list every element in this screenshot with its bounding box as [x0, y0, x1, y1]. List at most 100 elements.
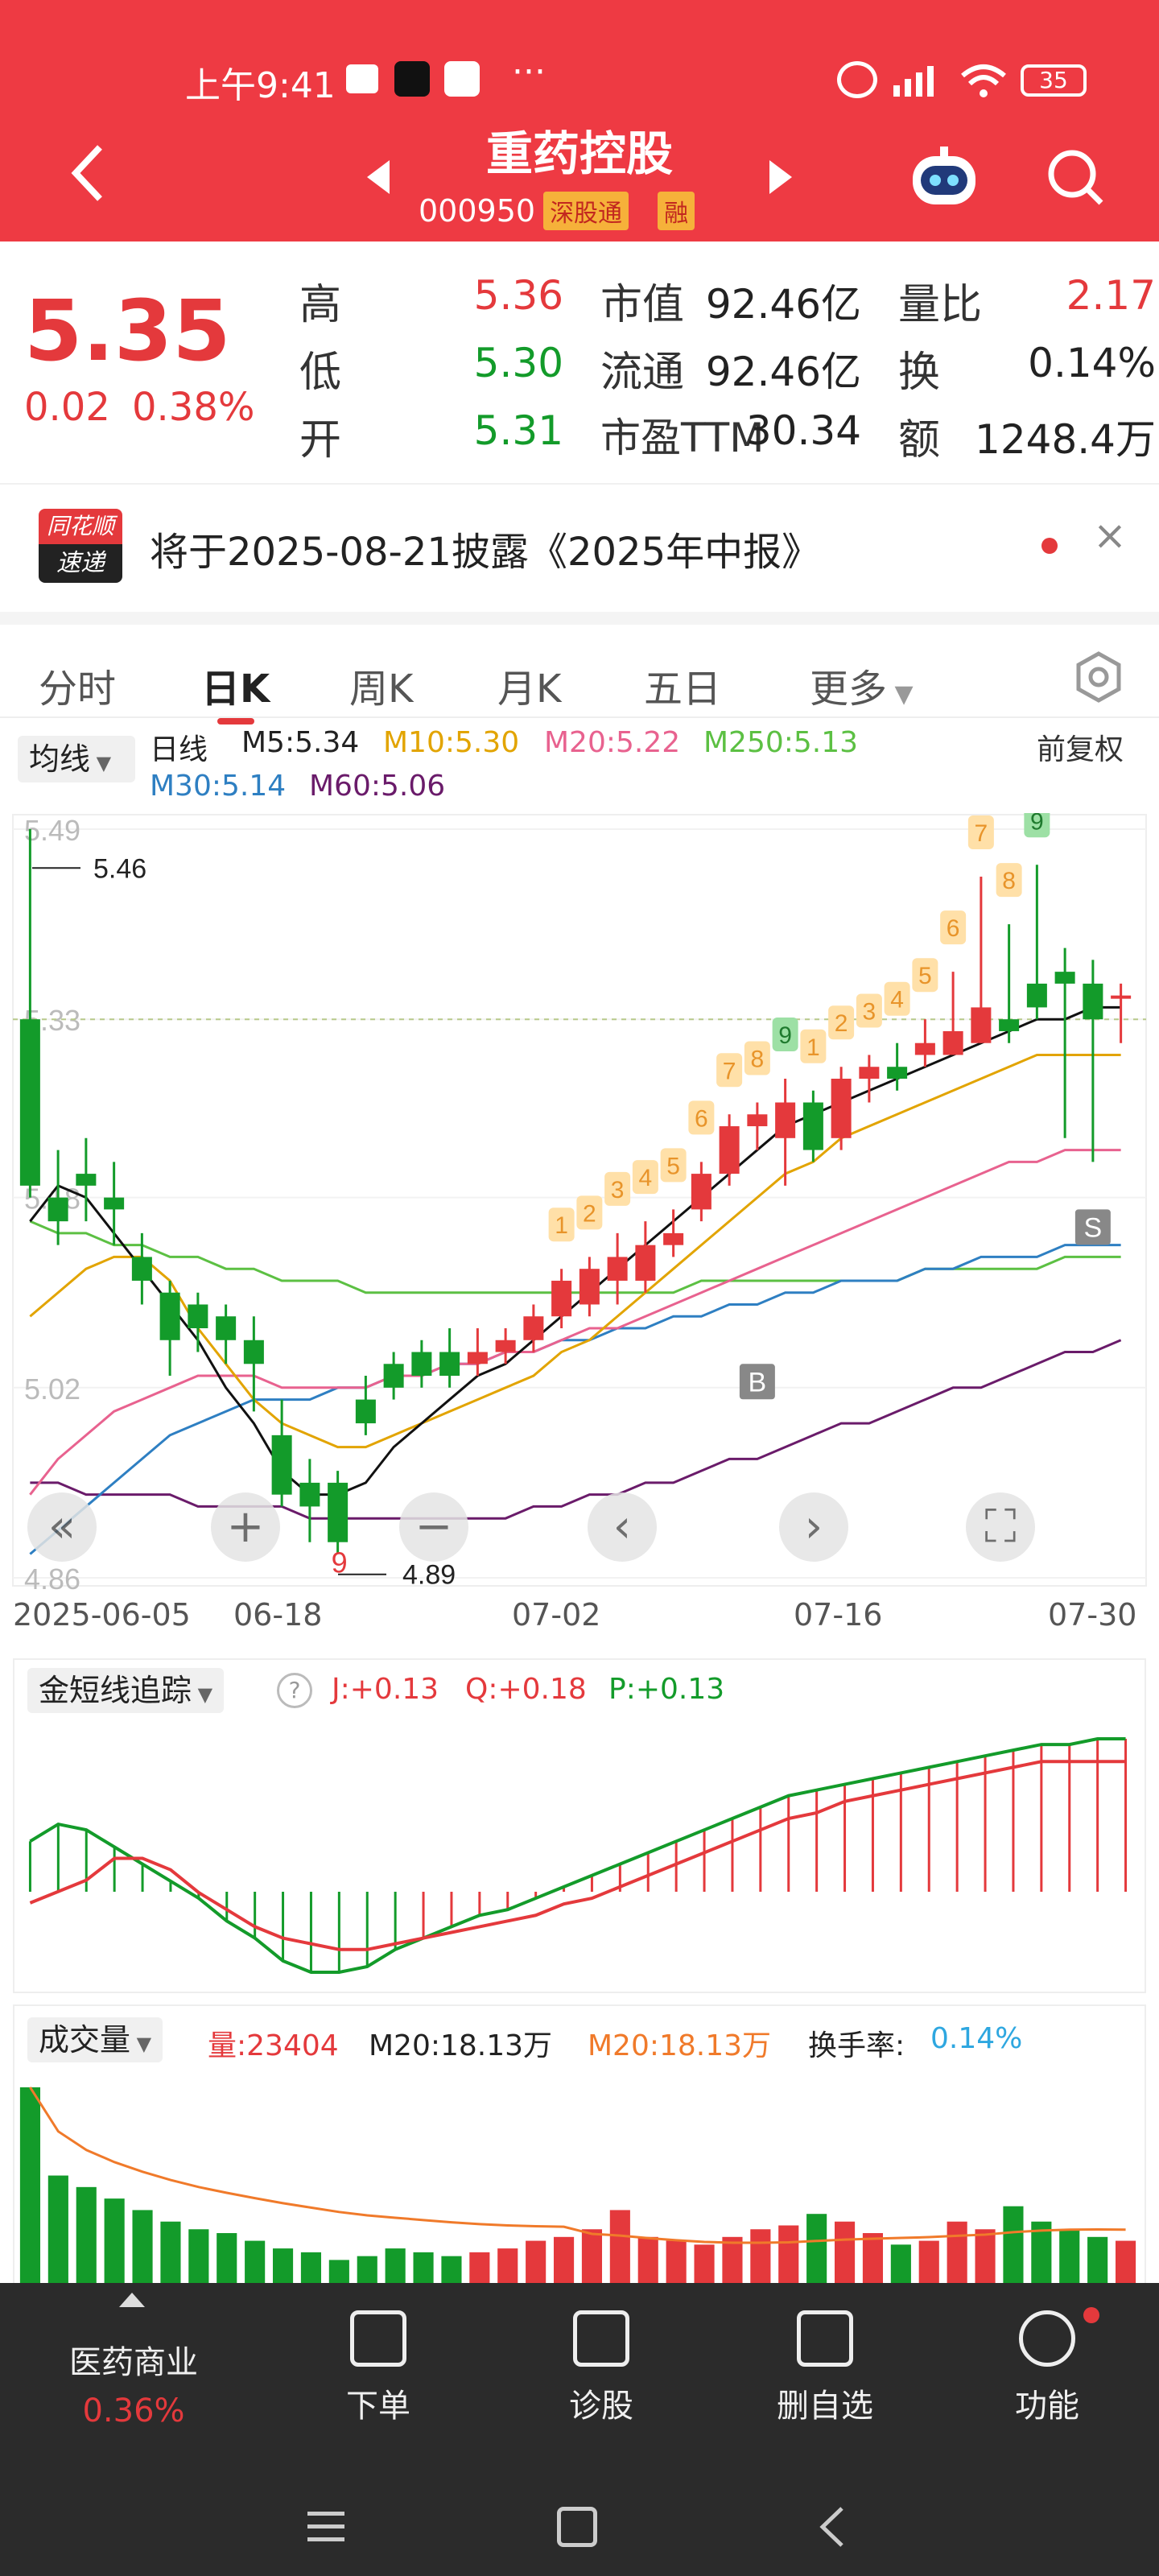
candle-body — [663, 1232, 684, 1245]
next-stock-icon[interactable] — [765, 157, 797, 197]
td-count-box — [884, 981, 910, 1016]
candle-body — [914, 1042, 935, 1055]
battery-level: 35 — [1039, 67, 1068, 93]
gold-indicator-select[interactable]: 金短线追踪 ▼ — [27, 1668, 225, 1713]
vol-ratio-label: 量比 — [898, 281, 983, 329]
td-count-box — [688, 1100, 715, 1135]
volume-bar — [76, 2186, 97, 2283]
buy-signal-text: B — [749, 1367, 767, 1397]
sell-signal-box — [1074, 1209, 1111, 1245]
candle-body — [76, 1174, 97, 1186]
gold-line-q — [29, 1760, 1126, 1951]
game-notification-icon — [444, 61, 480, 97]
candle-body — [495, 1340, 516, 1352]
adjust-button[interactable]: 前复权 — [1037, 733, 1124, 766]
order-icon — [350, 2310, 406, 2367]
kline-chart[interactable]: 5.495.335.185.024.861234567891234567895.… — [0, 813, 1159, 1618]
news-banner[interactable]: 同花顺 速递 将于2025-08-21披露《2025年中报》 × — [0, 483, 1159, 605]
home-icon[interactable] — [557, 2507, 597, 2547]
candle-body — [19, 1019, 40, 1186]
candle-body — [299, 1482, 320, 1507]
search-icon[interactable] — [1043, 145, 1107, 209]
candle-body — [691, 1174, 711, 1210]
td-count-label: 5 — [912, 958, 938, 993]
function-icon — [1019, 2310, 1075, 2367]
order-button[interactable]: 下单 — [346, 2388, 410, 2425]
vol-ratio-value: 2.17 — [1066, 272, 1156, 319]
ma30-legend: M30:5.14 — [150, 770, 287, 803]
volume-bar — [132, 2210, 153, 2283]
volume-bar — [413, 2252, 434, 2283]
scroll-right-button[interactable]: › — [779, 1492, 848, 1562]
tab-daily[interactable]: 日K — [201, 667, 270, 712]
td-count-label: 6 — [688, 1100, 715, 1135]
td-count-box — [772, 1018, 798, 1051]
close-icon[interactable]: × — [1093, 512, 1127, 559]
tab-weekly[interactable]: 周K — [349, 667, 414, 712]
zoom-in-button[interactable]: + — [211, 1492, 280, 1562]
td-count-box — [996, 863, 1022, 898]
amount-label: 额 — [898, 416, 941, 464]
tab-five-day[interactable]: 五日 — [644, 667, 722, 712]
volume-bar — [526, 2240, 547, 2283]
gold-p-value: P:+0.13 — [608, 1673, 725, 1706]
help-icon[interactable]: ? — [277, 1673, 312, 1708]
news-logo-top: 同花顺 — [39, 509, 122, 544]
td-count-box — [604, 1171, 631, 1206]
fullscreen-button[interactable]: ⛶ — [966, 1492, 1035, 1562]
settings-icon[interactable] — [1070, 649, 1127, 705]
volume-bar — [1087, 2236, 1108, 2283]
volume-bar — [553, 2236, 575, 2283]
volume-bar — [637, 2236, 658, 2283]
candle-body — [1083, 983, 1103, 1020]
back-icon[interactable] — [64, 141, 113, 205]
function-button[interactable]: 功能 — [1015, 2388, 1079, 2425]
volume-bar — [19, 2087, 41, 2283]
back-nav-icon[interactable] — [813, 2505, 853, 2549]
candle-body — [942, 1030, 963, 1055]
volume-ma20-a: M20:18.13万 — [369, 2029, 553, 2062]
stock-code-line: 000950 深股通融 — [419, 192, 695, 230]
td-count-text: 2 — [835, 1010, 848, 1037]
sector-label[interactable]: 医药商业 — [69, 2344, 198, 2381]
scroll-left-button[interactable]: ‹ — [588, 1492, 657, 1562]
volume-bar — [750, 2229, 771, 2283]
volume-bar — [862, 2233, 884, 2283]
x-label-1: 2025-06-05 — [13, 1597, 191, 1633]
gold-q-value: Q:+0.18 — [465, 1673, 587, 1706]
stock-code: 000950 — [419, 193, 536, 229]
tab-more[interactable]: 更多 ▼ — [810, 657, 914, 713]
chevron-down-icon: ▼ — [887, 680, 914, 708]
td-count-label: 1 — [800, 1029, 827, 1063]
prev-stock-icon[interactable] — [362, 157, 394, 197]
quote-panel — [0, 242, 1159, 483]
ma-indicator-select[interactable]: 均线 ▼ — [18, 736, 135, 782]
volume-indicator-select[interactable]: 成交量 ▼ — [27, 2017, 163, 2062]
tab-monthly[interactable]: 月K — [497, 667, 562, 712]
volume-ma20-b: M20:18.13万 — [588, 2029, 772, 2062]
menu-icon[interactable] — [306, 2507, 346, 2547]
diagnose-button[interactable]: 诊股 — [569, 2388, 633, 2425]
zoom-out-button[interactable]: − — [399, 1492, 468, 1562]
candle-body — [831, 1079, 852, 1138]
ma10-legend: M10:5.30 — [383, 726, 520, 759]
candle-body — [383, 1364, 404, 1388]
remove-watchlist-button[interactable]: 删自选 — [777, 2388, 873, 2425]
ma60-legend: M60:5.06 — [309, 770, 446, 803]
td-count-box — [744, 1041, 770, 1075]
tab-intraday[interactable]: 分时 — [39, 667, 117, 712]
td-count-text: 6 — [947, 915, 960, 942]
x-label-2: 06-18 — [233, 1597, 323, 1633]
float-cap-label: 流通 — [600, 349, 685, 397]
td-count-label: 1 — [548, 1208, 575, 1242]
candle-body — [355, 1399, 376, 1424]
collapse-left-button[interactable]: « — [27, 1492, 97, 1562]
volume-panel — [13, 2004, 1146, 2283]
expand-up-icon[interactable] — [119, 2293, 145, 2307]
robot-assistant-icon[interactable] — [908, 145, 980, 209]
td-count-box — [912, 958, 938, 993]
volume-bar — [469, 2252, 490, 2283]
volume-bar — [1115, 2240, 1136, 2283]
td-count-label: 8 — [996, 863, 1022, 898]
ma250-line — [29, 1220, 1121, 1294]
